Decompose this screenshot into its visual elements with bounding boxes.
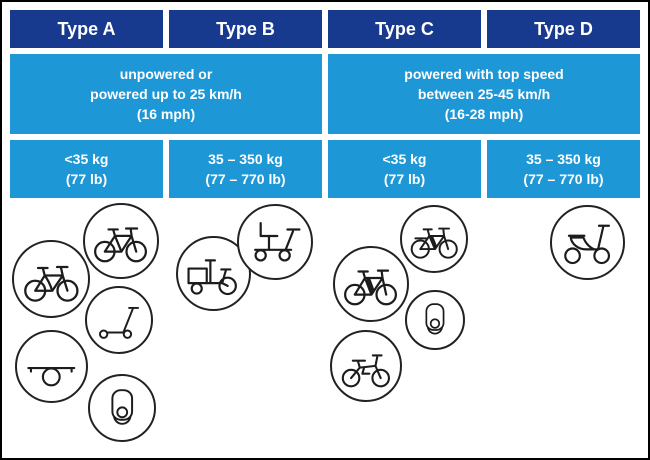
icon-cluster-type-a	[10, 202, 163, 448]
e-bike-icon	[400, 205, 468, 273]
kick-scooter-icon	[85, 286, 153, 354]
electric-unicycle-icon	[405, 290, 465, 350]
type-b-header: Type B	[169, 10, 322, 48]
icon-cluster-type-d	[487, 202, 640, 448]
weight-limit-c: <35 kg (77 lb)	[328, 140, 481, 198]
speed-group-ab: unpowered or powered up to 25 km/h (16 m…	[10, 54, 322, 134]
city-bike-icon	[12, 240, 90, 318]
e-mountain-bike-icon	[333, 246, 409, 322]
weight-limit-a: <35 kg (77 lb)	[10, 140, 163, 198]
moped-scooter-icon	[550, 205, 625, 280]
type-c-header: Type C	[328, 10, 481, 48]
weight-limit-d: 35 – 350 kg (77 – 770 lb)	[487, 140, 640, 198]
onewheel-icon	[15, 330, 88, 403]
weight-limit-b: 35 – 350 kg (77 – 770 lb)	[169, 140, 322, 198]
mobility-scooter-icon	[237, 204, 313, 280]
electric-unicycle-icon	[88, 374, 156, 442]
speed-group-cd: powered with top speed between 25-45 km/…	[328, 54, 640, 134]
mountain-bike-icon	[83, 203, 159, 279]
classification-table: Type A Type B Type C Type D unpowered or…	[10, 10, 640, 198]
icon-cluster-type-b	[169, 202, 322, 448]
vehicle-icon-board	[10, 202, 640, 448]
type-a-header: Type A	[10, 10, 163, 48]
e-moped-icon	[330, 330, 402, 402]
type-d-header: Type D	[487, 10, 640, 48]
icon-cluster-type-c	[328, 202, 481, 448]
